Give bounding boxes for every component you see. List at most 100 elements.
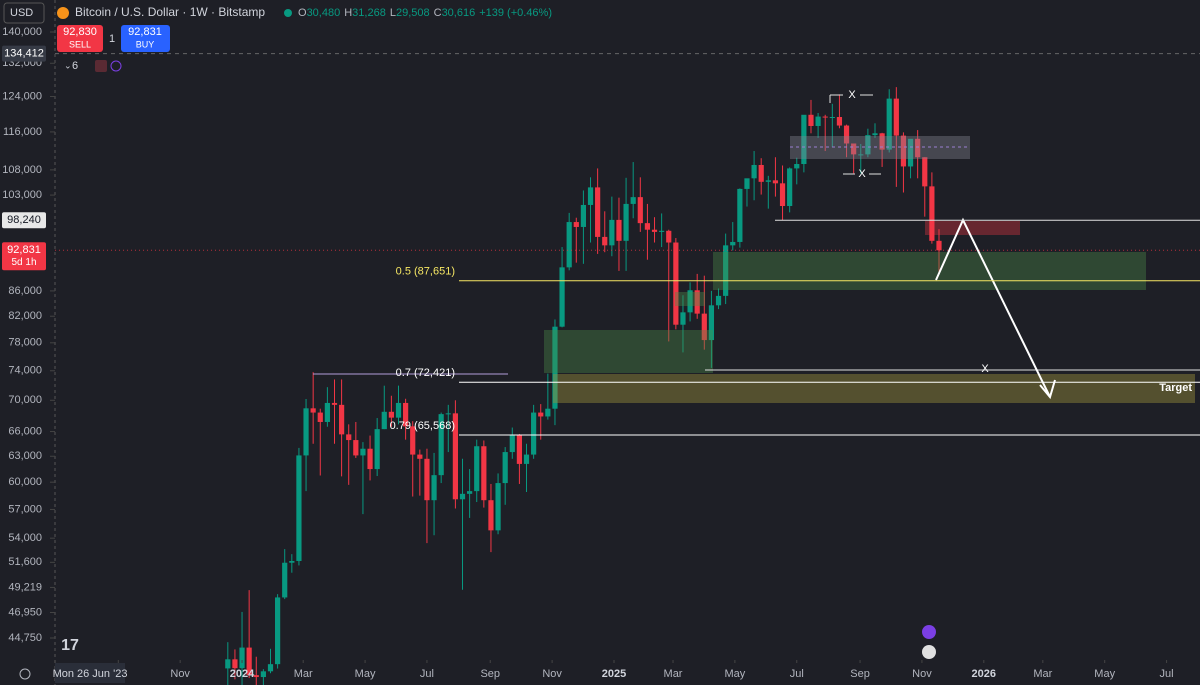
- candle-body: [886, 98, 892, 150]
- tv-logo: 17: [61, 637, 79, 654]
- candle-body: [410, 426, 416, 455]
- candle-body: [481, 446, 487, 501]
- x-tick-label: May: [724, 668, 745, 680]
- candle-body: [395, 402, 402, 418]
- candle-body: [566, 222, 572, 268]
- candle-body: [936, 240, 942, 251]
- candle-body: [602, 236, 608, 246]
- candles: [225, 87, 942, 685]
- candle-body: [367, 448, 373, 470]
- candle-body: [573, 222, 579, 227]
- axis: 140,000132,000124,000116,000108,000103,0…: [2, 26, 1174, 680]
- candle-body: [929, 186, 935, 241]
- candle-body: [253, 675, 259, 678]
- candle-body: [239, 647, 245, 669]
- fib-label: 0.79 (65,568): [390, 420, 455, 432]
- buy-button[interactable]: [121, 25, 170, 52]
- y-tick-label: 70,000: [8, 394, 42, 406]
- quantity: 1: [109, 33, 115, 45]
- status-dot: [284, 9, 292, 17]
- candle-body: [552, 326, 558, 409]
- candle-body: [758, 164, 764, 182]
- zone: [713, 252, 1146, 290]
- candle-body: [516, 434, 523, 464]
- candle-body: [545, 408, 551, 417]
- x-tick-label: 2024: [230, 668, 255, 680]
- candle-body: [822, 116, 828, 118]
- y-tick-label: 116,000: [3, 126, 42, 138]
- candle-body: [374, 429, 380, 470]
- candle-body: [616, 219, 622, 241]
- legend-value: 30,616: [442, 7, 476, 19]
- event-icon[interactable]: [922, 645, 936, 659]
- y-tick-label: 57,000: [8, 503, 42, 515]
- indicator-icon[interactable]: [110, 60, 122, 72]
- candle-body: [360, 448, 366, 456]
- y-tick-label: 82,000: [8, 310, 42, 322]
- price-tag: [2, 242, 46, 271]
- candle-body: [296, 455, 302, 561]
- coin-icon: [57, 7, 69, 19]
- zone: [925, 221, 1020, 235]
- candle-body: [630, 197, 636, 204]
- price-tag-label: 134,412: [4, 48, 44, 60]
- candle-body: [701, 313, 707, 341]
- x-tick-label: Jul: [420, 668, 434, 680]
- candle-body: [858, 154, 864, 156]
- legend-value: 31,268: [352, 7, 386, 19]
- buy-price: 92,831: [128, 26, 162, 38]
- candle-body: [260, 671, 266, 678]
- candle-body: [723, 245, 729, 296]
- fib-label: 0.5 (87,651): [396, 266, 455, 278]
- y-tick-label: 46,950: [8, 606, 42, 618]
- candle-body: [893, 98, 899, 136]
- price-tag: [2, 212, 46, 229]
- x-marks: [829, 94, 881, 175]
- chevron[interactable]: ⌄: [64, 60, 72, 70]
- candle-body: [694, 290, 700, 314]
- candle-body: [765, 180, 771, 182]
- sell-price: 92,830: [63, 26, 97, 38]
- event-icon[interactable]: [922, 625, 936, 639]
- candle-body: [623, 203, 629, 241]
- candle-body: [424, 458, 430, 501]
- settings-icon[interactable]: [19, 668, 31, 680]
- candle-body: [843, 125, 850, 144]
- legend-value: 30,480: [307, 7, 341, 19]
- annotation: X: [858, 168, 866, 180]
- x-tick-label: Jul: [1160, 668, 1174, 680]
- candle-body: [744, 178, 750, 189]
- currency-button[interactable]: [3, 2, 45, 24]
- candle-body: [836, 117, 843, 126]
- x-tick-label: 2025: [602, 668, 626, 680]
- overlay: 0.5 (87,651) 0.7 (72,421) 0.79 (65,568): [55, 53, 1200, 436]
- sell-label: SELL: [69, 39, 91, 49]
- candle-body: [651, 229, 658, 232]
- candle-body: [922, 157, 928, 187]
- annotation: X: [848, 89, 856, 101]
- y-tick-label: 60,000: [8, 476, 42, 488]
- candle-body: [872, 133, 878, 136]
- price-axis: [0, 22, 55, 660]
- candle-body: [829, 117, 835, 119]
- candle-body: [737, 188, 743, 242]
- legend-key: H: [344, 7, 352, 19]
- y-tick-label: 108,000: [2, 164, 42, 176]
- candle-body: [580, 204, 587, 227]
- sell-button[interactable]: [57, 25, 103, 52]
- legend-key: L: [390, 7, 396, 19]
- indicator-icon[interactable]: [95, 60, 107, 72]
- candle-body: [751, 164, 757, 179]
- candle-body: [851, 143, 857, 155]
- candle-body: [644, 223, 651, 230]
- x-tick-label: Nov: [912, 668, 932, 680]
- x-tick-label: 2026: [972, 668, 996, 680]
- fib-label: 0.7 (72,421): [396, 367, 455, 379]
- y-tick-label: 66,000: [8, 425, 42, 437]
- y-tick-label: 124,000: [2, 90, 42, 102]
- candle-body: [346, 434, 352, 441]
- candle-body: [687, 290, 693, 313]
